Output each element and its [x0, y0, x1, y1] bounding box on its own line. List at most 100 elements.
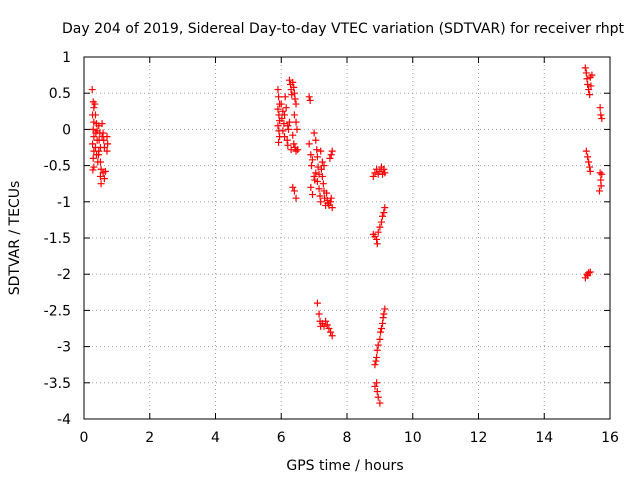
data-point: [290, 89, 298, 97]
data-point: [597, 111, 605, 119]
data-point: [379, 319, 387, 327]
data-point: [285, 118, 293, 126]
data-point: [376, 399, 384, 407]
data-point: [316, 192, 324, 200]
data-point: [293, 125, 301, 133]
axis-ticks: 0 2 4 6 8 10 12 14 16 1 0.5 0 -0.5 -1 -1.5 -2 -2.5 -3 -3.5…: [44, 50, 619, 446]
x-tick-label: 12: [470, 430, 488, 446]
y-tick-label: -3.5: [44, 376, 71, 392]
y-tick-label: -1.5: [44, 231, 71, 247]
data-point: [588, 71, 596, 79]
data-point: [374, 393, 382, 401]
data-point: [289, 78, 297, 86]
data-point: [581, 64, 589, 72]
data-point: [373, 387, 381, 395]
data-point: [99, 129, 107, 137]
data-point: [89, 125, 97, 133]
y-axis-title: SDTVAR / TECUs: [7, 181, 23, 296]
data-point: [378, 218, 386, 226]
data-point: [380, 165, 388, 173]
y-tick-label: -0.5: [44, 159, 71, 175]
data-point: [595, 187, 603, 195]
data-point: [274, 86, 282, 94]
data-point: [277, 100, 285, 108]
data-point: [373, 346, 381, 354]
data-point: [315, 185, 323, 193]
data-point: [289, 183, 297, 191]
data-point: [317, 198, 325, 206]
data-point: [96, 158, 104, 166]
data-point: [597, 182, 605, 190]
data-point: [582, 69, 590, 77]
data-point: [284, 122, 292, 130]
data-point: [376, 335, 384, 343]
data-point: [89, 154, 97, 162]
data-point: [103, 147, 111, 155]
x-tick-label: 6: [277, 430, 286, 446]
data-point: [98, 120, 106, 128]
data-point: [96, 172, 104, 180]
data-point: [305, 93, 313, 101]
data-point: [282, 104, 290, 112]
data-point: [598, 170, 606, 178]
x-tick-label: 8: [343, 430, 352, 446]
data-point: [292, 147, 300, 155]
y-tick-label: -2.5: [44, 303, 71, 319]
data-point: [583, 75, 591, 83]
data-point: [598, 115, 606, 123]
data-point: [322, 317, 330, 325]
data-point: [284, 141, 292, 149]
y-tick-label: 1: [62, 50, 71, 66]
data-point: [327, 151, 335, 159]
data-point: [379, 314, 387, 322]
data-point: [291, 95, 299, 103]
data-point: [328, 204, 336, 212]
data-point: [290, 140, 298, 148]
data-point: [90, 133, 98, 141]
data-point: [313, 153, 321, 161]
data-point: [381, 169, 389, 177]
data-point: [91, 100, 99, 108]
data-point: [307, 162, 315, 170]
data-point: [310, 172, 318, 180]
data-point: [318, 158, 326, 166]
x-tick-label: 4: [211, 430, 220, 446]
data-points: [88, 64, 606, 407]
data-point: [586, 91, 594, 99]
data-point: [281, 93, 289, 101]
x-tick-label: 2: [145, 430, 154, 446]
chart-title: Day 204 of 2019, Sidereal Day-to-day VTE…: [62, 21, 624, 37]
data-point: [313, 299, 321, 307]
data-point: [281, 111, 289, 119]
data-point: [584, 81, 592, 89]
data-point: [292, 194, 300, 202]
data-point: [376, 223, 384, 231]
data-point: [317, 147, 325, 155]
data-point: [587, 82, 595, 90]
data-point: [100, 136, 108, 144]
grid: [84, 57, 610, 419]
data-point: [283, 136, 291, 144]
data-point: [585, 158, 593, 166]
data-point: [101, 167, 109, 175]
data-point: [104, 140, 112, 148]
data-point: [582, 147, 590, 155]
data-point: [313, 146, 321, 154]
data-point: [320, 322, 328, 330]
data-point: [374, 341, 382, 349]
data-point: [596, 169, 604, 177]
data-point: [287, 146, 295, 154]
data-point: [327, 328, 335, 336]
x-tick-label: 10: [404, 430, 422, 446]
data-point: [374, 228, 382, 236]
data-point: [279, 127, 287, 135]
data-point: [372, 357, 380, 365]
data-point: [289, 131, 297, 139]
data-point: [100, 144, 108, 151]
data-point: [586, 163, 594, 171]
data-point: [380, 310, 388, 318]
data-point: [310, 129, 318, 137]
y-tick-label: -2: [57, 267, 71, 283]
data-point: [284, 125, 292, 133]
data-point: [98, 133, 106, 141]
